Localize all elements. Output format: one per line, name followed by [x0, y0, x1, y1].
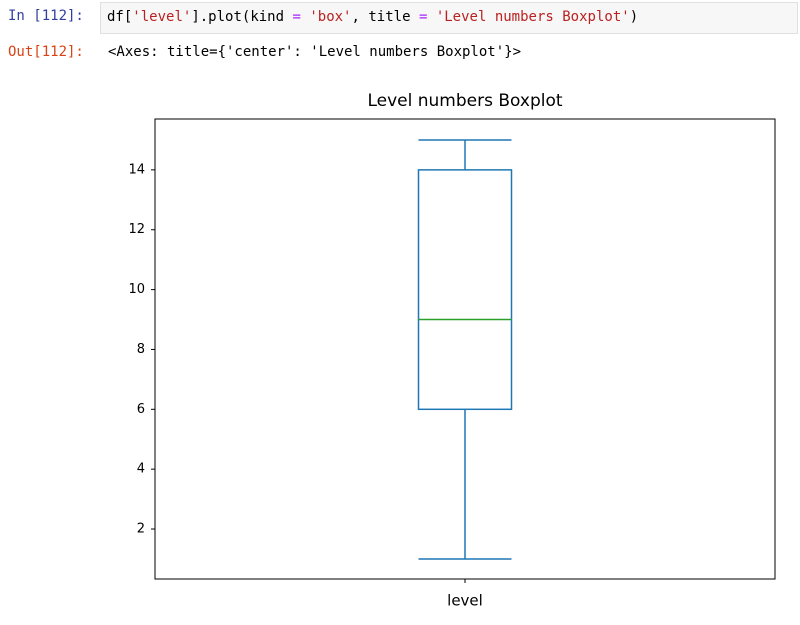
y-tick-label: 10	[128, 282, 145, 297]
input-prompt: In [112]:	[8, 8, 84, 24]
box	[417, 169, 513, 411]
x-tick-label: level	[447, 592, 483, 610]
code-token: =	[292, 9, 301, 25]
code-cell[interactable]: df['level'].plot(kind = 'box', title = '…	[100, 2, 798, 34]
y-tick-label: 4	[137, 462, 145, 477]
chart-title: Level numbers Boxplot	[367, 91, 562, 111]
y-tick-label: 8	[137, 342, 145, 357]
code-token: 'Level numbers Boxplot'	[435, 9, 630, 25]
code-token: 'level'	[132, 9, 192, 25]
code-token: , title	[351, 9, 419, 25]
code-token: ].plot(kind	[191, 9, 293, 25]
code-token: )	[629, 9, 639, 25]
y-tick-label: 2	[137, 522, 145, 537]
y-tick-label: 14	[128, 162, 145, 177]
output-prompt: Out[112]:	[8, 44, 84, 60]
code-token: df[	[107, 9, 133, 25]
y-tick-label: 12	[128, 222, 145, 237]
code-token: =	[418, 9, 428, 25]
y-tick-label: 6	[137, 402, 145, 417]
code-token: 'box'	[309, 9, 352, 25]
output-text: <Axes: title={'center': 'Level numbers B…	[108, 44, 522, 60]
